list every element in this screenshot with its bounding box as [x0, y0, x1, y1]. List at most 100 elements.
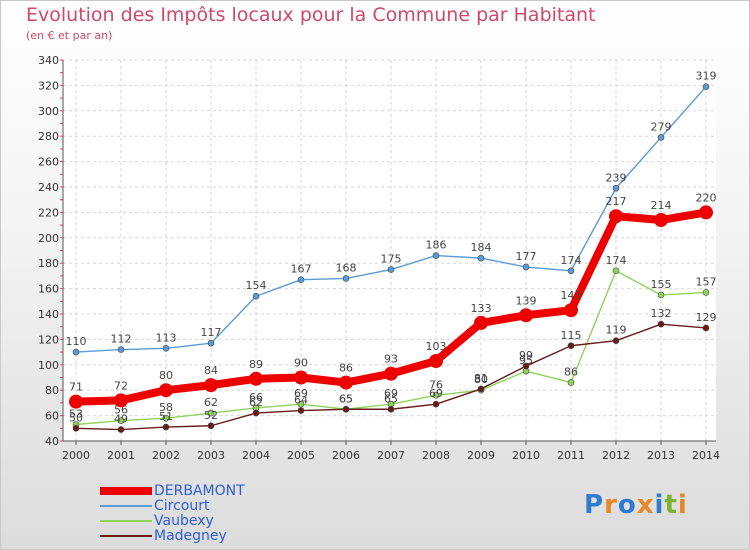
data-label-circourt: 168 — [336, 261, 357, 274]
data-label-vaubexy: 86 — [564, 366, 578, 379]
data-point-madegney — [702, 324, 710, 332]
data-point-madegney — [657, 320, 665, 328]
data-label-circourt: 239 — [606, 171, 627, 184]
legend-swatch — [100, 505, 152, 507]
data-point-derbamont — [474, 315, 488, 330]
data-label-madegney: 119 — [606, 324, 627, 337]
x-tick-label: 2009 — [467, 449, 495, 462]
data-point-madegney — [207, 422, 215, 430]
data-label-derbamont: 84 — [204, 364, 218, 377]
y-tick-label: 220 — [38, 206, 59, 219]
data-label-circourt: 177 — [516, 250, 537, 263]
data-label-circourt: 174 — [561, 254, 582, 267]
chart-subtitle: (en € et par an) — [26, 29, 113, 42]
data-point-madegney — [612, 337, 620, 344]
data-label-madegney: 69 — [429, 387, 443, 400]
data-point-madegney — [72, 424, 80, 432]
data-label-derbamont: 214 — [651, 199, 672, 212]
x-tick-label: 2014 — [692, 449, 720, 462]
plot-area — [63, 60, 716, 441]
x-tick-label: 2004 — [242, 449, 270, 462]
legend-label: Circourt — [154, 498, 210, 514]
data-point-circourt — [522, 263, 530, 271]
data-point-madegney — [522, 362, 530, 370]
data-point-circourt — [297, 276, 305, 284]
data-label-derbamont: 143 — [561, 289, 582, 302]
data-label-derbamont: 220 — [696, 191, 717, 204]
x-tick-label: 2006 — [332, 449, 360, 462]
data-label-madegney: 64 — [294, 394, 308, 407]
data-label-derbamont: 103 — [426, 340, 447, 353]
x-tick-label: 2012 — [602, 449, 630, 462]
data-label-circourt: 319 — [696, 70, 717, 83]
data-point-madegney — [162, 423, 170, 431]
data-label-derbamont: 133 — [471, 302, 492, 315]
data-point-madegney — [567, 342, 575, 350]
data-point-derbamont — [69, 394, 83, 409]
data-label-derbamont: 72 — [114, 379, 128, 392]
data-point-vaubexy — [297, 400, 305, 408]
y-tick-label: 260 — [38, 156, 59, 169]
proxiti-logo: Proxiti — [584, 490, 688, 520]
data-label-vaubexy: 69 — [384, 387, 398, 400]
data-label-vaubexy: 58 — [159, 401, 173, 414]
legend-swatch — [100, 487, 152, 495]
data-label-derbamont: 71 — [69, 381, 83, 394]
data-point-derbamont — [699, 205, 713, 220]
data-point-circourt — [432, 252, 440, 259]
y-tick-label: 340 — [38, 54, 59, 67]
logo-letter: o — [617, 490, 637, 520]
data-point-circourt — [252, 292, 260, 300]
data-point-derbamont — [384, 366, 398, 381]
logo-letter: P — [584, 490, 605, 520]
data-point-derbamont — [609, 209, 623, 224]
data-label-vaubexy: 53 — [69, 407, 83, 420]
data-point-circourt — [72, 348, 80, 356]
legend-swatch — [100, 535, 152, 537]
x-tick-label: 2013 — [647, 449, 675, 462]
data-label-circourt: 184 — [471, 241, 492, 254]
data-point-circourt — [342, 275, 350, 282]
data-label-madegney: 62 — [249, 396, 263, 409]
data-label-derbamont: 86 — [339, 362, 353, 375]
data-point-madegney — [252, 409, 260, 417]
x-tick-label: 2003 — [197, 449, 225, 462]
x-tick-label: 2011 — [557, 449, 585, 462]
data-label-madegney: 65 — [384, 392, 398, 405]
data-point-circourt — [567, 267, 575, 275]
y-tick-label: 120 — [38, 333, 59, 346]
data-point-madegney — [342, 405, 350, 413]
data-label-circourt: 117 — [201, 326, 222, 339]
data-label-circourt: 167 — [291, 263, 312, 276]
y-tick-label: 180 — [38, 257, 59, 270]
data-point-derbamont — [339, 375, 353, 390]
data-point-vaubexy — [567, 379, 575, 386]
x-tick-label: 2007 — [377, 449, 405, 462]
data-label-vaubexy: 69 — [294, 387, 308, 400]
data-point-vaubexy — [207, 409, 215, 417]
x-tick-label: 2008 — [422, 449, 450, 462]
x-tick-label: 2000 — [62, 449, 90, 462]
data-point-derbamont — [429, 353, 443, 368]
legend-label: Madegney — [154, 528, 227, 544]
data-point-madegney — [432, 400, 440, 408]
data-label-madegney: 49 — [114, 413, 128, 426]
data-label-vaubexy: 76 — [429, 378, 443, 391]
data-point-derbamont — [204, 378, 218, 393]
data-label-vaubexy: 80 — [474, 373, 488, 386]
x-tick-label: 2001 — [107, 449, 135, 462]
data-label-vaubexy: 157 — [696, 275, 717, 288]
data-point-circourt — [207, 339, 215, 347]
data-label-derbamont: 93 — [384, 353, 398, 366]
data-point-vaubexy — [117, 417, 125, 424]
data-point-vaubexy — [657, 291, 665, 299]
logo-letter: i — [677, 490, 688, 520]
data-point-madegney — [117, 426, 125, 433]
data-point-derbamont — [159, 383, 173, 398]
data-point-madegney — [477, 385, 485, 393]
data-label-madegney: 50 — [69, 411, 83, 424]
data-point-derbamont — [249, 371, 263, 386]
data-label-vaubexy: 62 — [204, 396, 218, 409]
y-tick-label: 300 — [38, 105, 59, 118]
data-point-derbamont — [114, 393, 128, 408]
